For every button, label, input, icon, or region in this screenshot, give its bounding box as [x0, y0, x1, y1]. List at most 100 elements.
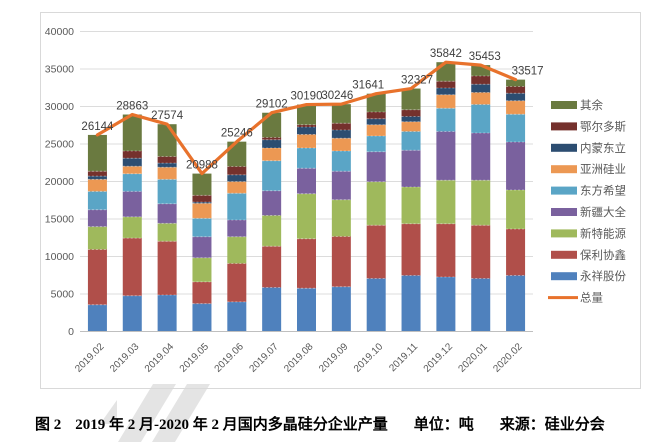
watermark-shape	[118, 384, 176, 442]
segment-dongfang-xiwang	[331, 151, 351, 172]
segment-xinjiang-daquan	[157, 203, 177, 224]
segment-dongfang-xiwang	[436, 108, 456, 132]
legend-label: 其余	[580, 98, 603, 112]
segment-yongxiang-gufen	[471, 278, 491, 331]
data-label: 35453	[469, 51, 501, 63]
segment-baoli-xiexin	[506, 229, 526, 276]
segment-xinte-nengyuan	[262, 215, 282, 247]
segment-eerduosi	[192, 195, 212, 203]
segment-eerduosi	[297, 124, 316, 127]
segment-dongfang-xiwang	[192, 218, 212, 237]
bars	[87, 62, 526, 331]
data-label: 28863	[116, 101, 148, 113]
segment-yazhou-guiye	[122, 166, 142, 174]
segment-baoli-xiexin	[87, 249, 107, 305]
segment-baoli-xiexin	[331, 236, 351, 287]
segment-neimeng-dongli	[436, 88, 456, 95]
x-tick-label: 2019.02	[73, 341, 107, 375]
segment-yongxiang-gufen	[366, 278, 386, 331]
segment-xinte-nengyuan	[436, 180, 456, 224]
segment-xinjiang-daquan	[471, 133, 491, 181]
segment-neimeng-dongli	[87, 176, 107, 180]
segment-baoli-xiexin	[436, 223, 456, 277]
legend-label: 总量	[580, 291, 603, 305]
bar-stack-2019-05	[192, 173, 212, 331]
legend-label: 鄂尔多斯	[580, 119, 626, 133]
y-tick-label: 10000	[45, 251, 74, 263]
watermark-shape	[152, 384, 210, 442]
segment-qiyu	[401, 88, 421, 110]
y-tick-label: 30000	[45, 101, 74, 113]
y-axis: 0 5000 10000 15000 20000 25000 30000 35000 40000	[45, 26, 74, 338]
segment-neimeng-dongli	[506, 93, 526, 101]
legend-swatch	[551, 143, 577, 152]
figure-number: 图 2	[35, 417, 62, 433]
legend-item-dongfang-xiwang: 东方希望	[551, 184, 626, 198]
segment-xinjiang-daquan	[436, 131, 456, 181]
segment-neimeng-dongli	[366, 118, 386, 125]
segment-eerduosi	[262, 137, 282, 140]
x-tick-label: 2019.10	[352, 341, 386, 375]
segment-yazhou-guiye	[506, 100, 526, 115]
legend-item-eerduosi: 鄂尔多斯	[551, 119, 626, 133]
segment-eerduosi	[436, 81, 456, 88]
segment-neimeng-dongli	[227, 174, 247, 182]
segment-neimeng-dongli	[331, 130, 351, 139]
segment-baoli-xiexin	[366, 225, 386, 279]
segment-xinte-nengyuan	[157, 223, 177, 242]
segment-yazhou-guiye	[471, 92, 491, 105]
segment-qiyu	[506, 79, 526, 87]
segment-xinte-nengyuan	[227, 236, 247, 264]
legend-item-xinte-nengyuan: 新特能源	[551, 226, 626, 240]
segment-xinte-nengyuan	[87, 226, 107, 250]
legend-item-yazhou-guiye: 亚洲硅业	[551, 163, 626, 176]
bar-stack-2020-01	[471, 65, 491, 331]
segment-yazhou-guiye	[262, 148, 282, 161]
legend-item-yongxiang-gufen: 永祥股份	[551, 269, 626, 283]
segment-qiyu	[87, 134, 107, 172]
segment-xinte-nengyuan	[401, 187, 421, 224]
segment-yongxiang-gufen	[227, 301, 247, 331]
segment-yazhou-guiye	[436, 94, 456, 109]
x-tick-label: 2019.03	[108, 341, 142, 375]
segment-xinjiang-daquan	[506, 142, 526, 190]
bar-stack-2019-10	[366, 93, 386, 331]
legend-label: 亚洲硅业	[580, 163, 626, 176]
data-label: 32327	[401, 75, 433, 87]
data-label: 33517	[512, 66, 544, 78]
total-line-series	[95, 60, 518, 176]
x-tick-label: 2020.02	[491, 341, 525, 375]
segment-eerduosi	[366, 112, 386, 119]
segment-qiyu	[192, 173, 212, 196]
data-label: 25246	[221, 128, 253, 140]
segment-yazhou-guiye	[227, 181, 247, 194]
segment-qiyu	[297, 104, 316, 125]
bar-stack-2019-12	[436, 62, 456, 331]
segment-xinjiang-daquan	[122, 191, 142, 217]
watermark-shape	[100, 400, 117, 424]
data-label: 29102	[256, 99, 288, 111]
figure-unit-label: 单位：吨	[413, 417, 474, 433]
segment-eerduosi	[87, 171, 107, 177]
segment-dongfang-xiwang	[401, 131, 421, 151]
segment-dongfang-xiwang	[506, 114, 526, 142]
y-tick-label: 15000	[45, 214, 74, 226]
segment-xinjiang-daquan	[366, 151, 386, 182]
segment-neimeng-dongli	[192, 202, 212, 204]
x-tick-label: 2020.01	[457, 341, 491, 375]
segment-baoli-xiexin	[297, 238, 316, 289]
segment-xinjiang-daquan	[401, 150, 421, 187]
data-label: 31641	[352, 80, 384, 92]
x-tick-label: 2019.07	[247, 341, 281, 375]
bar-stack-2019-08	[297, 104, 316, 331]
data-label: 20988	[186, 160, 218, 172]
y-tick-label: 25000	[45, 139, 74, 151]
segment-eerduosi	[331, 123, 351, 130]
bar-stack-2019-06	[227, 141, 247, 331]
segment-yongxiang-gufen	[122, 295, 142, 331]
segment-yongxiang-gufen	[87, 304, 107, 331]
data-label: 26144	[81, 121, 114, 133]
bar-stack-2019-09	[331, 104, 351, 331]
